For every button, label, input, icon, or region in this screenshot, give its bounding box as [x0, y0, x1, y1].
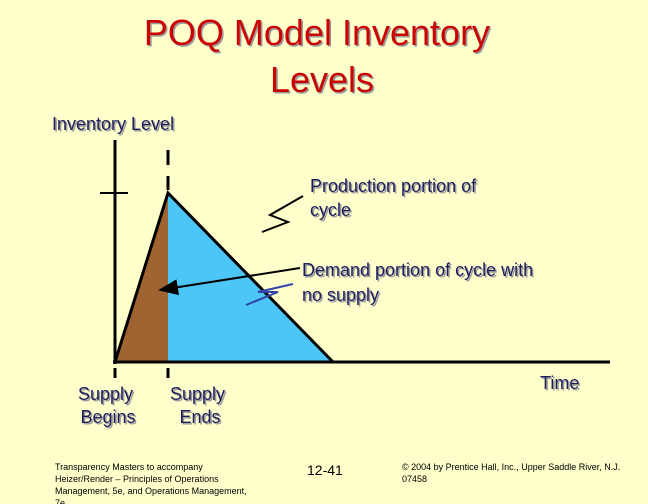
arrow: [158, 267, 301, 296]
title-line: POQ Model Inventory: [144, 12, 490, 53]
page-number: 12-41: [307, 462, 343, 478]
blue-arrow: [245, 283, 294, 306]
copyright-line: © 2004 by Prentice Hall, Inc., Upper Sad…: [402, 462, 620, 472]
label-line: Ends: [179, 407, 220, 427]
source-line: Heizer/Render – Principles of Operations: [55, 474, 219, 484]
label-line: Supply: [170, 384, 225, 404]
label-line: Production portion of: [310, 176, 477, 196]
x-axis-label: Time: [540, 373, 579, 393]
label-line: Demand portion of cycle with: [302, 260, 533, 280]
copyright: © 2004 by Prentice Hall, Inc., Upper Sad…: [402, 462, 623, 484]
demand-label: Demand portion of cycle with no supply: [302, 260, 538, 305]
supply-begins: Supply Begins: [78, 384, 138, 427]
title: POQ Model Inventory Levels: [144, 12, 500, 100]
title-line: Levels: [270, 59, 374, 100]
copyright-line: 07458: [402, 474, 427, 484]
source: Transparency Masters to accompany Heizer…: [55, 462, 249, 504]
y-axis-label: Inventory Level: [52, 114, 174, 134]
inventory-line: [113, 190, 335, 364]
source-line: Management, 5e, and Operations Managemen…: [55, 486, 247, 496]
label-line: Begins: [80, 407, 135, 427]
source-line: 7e: [55, 498, 65, 504]
label-line: cycle: [310, 200, 351, 220]
source-line: Transparency Masters to accompany: [55, 462, 203, 472]
label-line: no supply: [302, 285, 379, 305]
production-label: Production portion of cycle: [310, 176, 481, 220]
label-line: Supply: [78, 384, 133, 404]
squiggle: [261, 195, 304, 233]
supply-ends: Supply Ends: [170, 384, 230, 427]
